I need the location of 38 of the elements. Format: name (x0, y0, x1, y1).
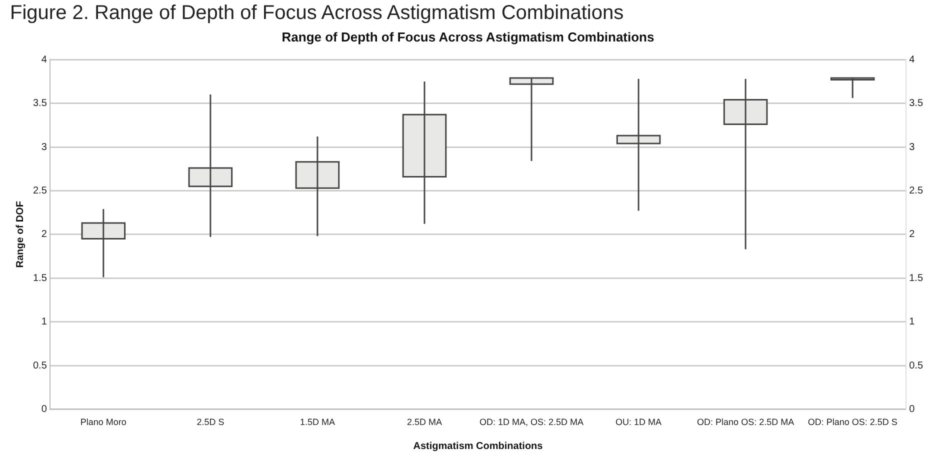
candlestick (509, 77, 554, 162)
x-axis-title: Astigmatism Combinations (413, 440, 544, 452)
chart-title: Range of Depth of Focus Across Astigmatism Combinations (282, 29, 654, 44)
candlestick (830, 77, 875, 99)
y-tick-label: 3 (41, 142, 48, 153)
y-tick-label: 3.5 (32, 98, 48, 110)
x-tick-label: OD: Plano OS: 2.5D S (808, 417, 898, 428)
y2-tick-label: 0 (909, 404, 916, 415)
candlestick (402, 80, 447, 225)
x-tick-label: OD: 1D MA, OS: 2.5D MA (479, 417, 584, 428)
y-tick-label: 2.5 (32, 185, 48, 196)
y-tick-label: 4 (41, 54, 48, 66)
candlestick (81, 208, 126, 278)
y-tick-label: 0 (41, 404, 48, 415)
y-tick-label: 2 (41, 229, 48, 240)
x-tick-label: 2.5D MA (406, 417, 442, 428)
y2-tick-label: 2 (909, 229, 916, 240)
y2-tick-label: 0.5 (909, 360, 924, 372)
y2-tick-label: 2.5 (909, 185, 924, 196)
y-tick-label: 1 (41, 316, 48, 328)
y2-tick-label: 1.5 (909, 272, 924, 284)
y-tick-label: 0.5 (32, 360, 48, 372)
candlestick (616, 78, 661, 212)
x-tick-label: 1.5D MA (300, 417, 335, 428)
y-axis-title: Range of DOF (14, 201, 26, 268)
caption: Figure 2. Range of Depth of Focus Across Astigmatism Combinations (9, 1, 625, 26)
x-tick-label: OU: 1D MA (616, 417, 662, 428)
y2-tick-label: 3.5 (909, 98, 924, 110)
x-tick-label: 2.5D S (196, 417, 224, 428)
x-tick-label: Plano Moro (80, 417, 126, 428)
y2-tick-label: 4 (909, 54, 916, 66)
y-tick-label: 1.5 (32, 272, 48, 284)
y2-tick-label: 1 (909, 316, 916, 328)
candlestick (295, 136, 340, 237)
candlestick (188, 94, 233, 238)
x-tick-label: OD: Plano OS: 2.5D MA (697, 417, 794, 428)
candlestick (723, 78, 768, 250)
y2-tick-label: 3 (909, 142, 916, 153)
